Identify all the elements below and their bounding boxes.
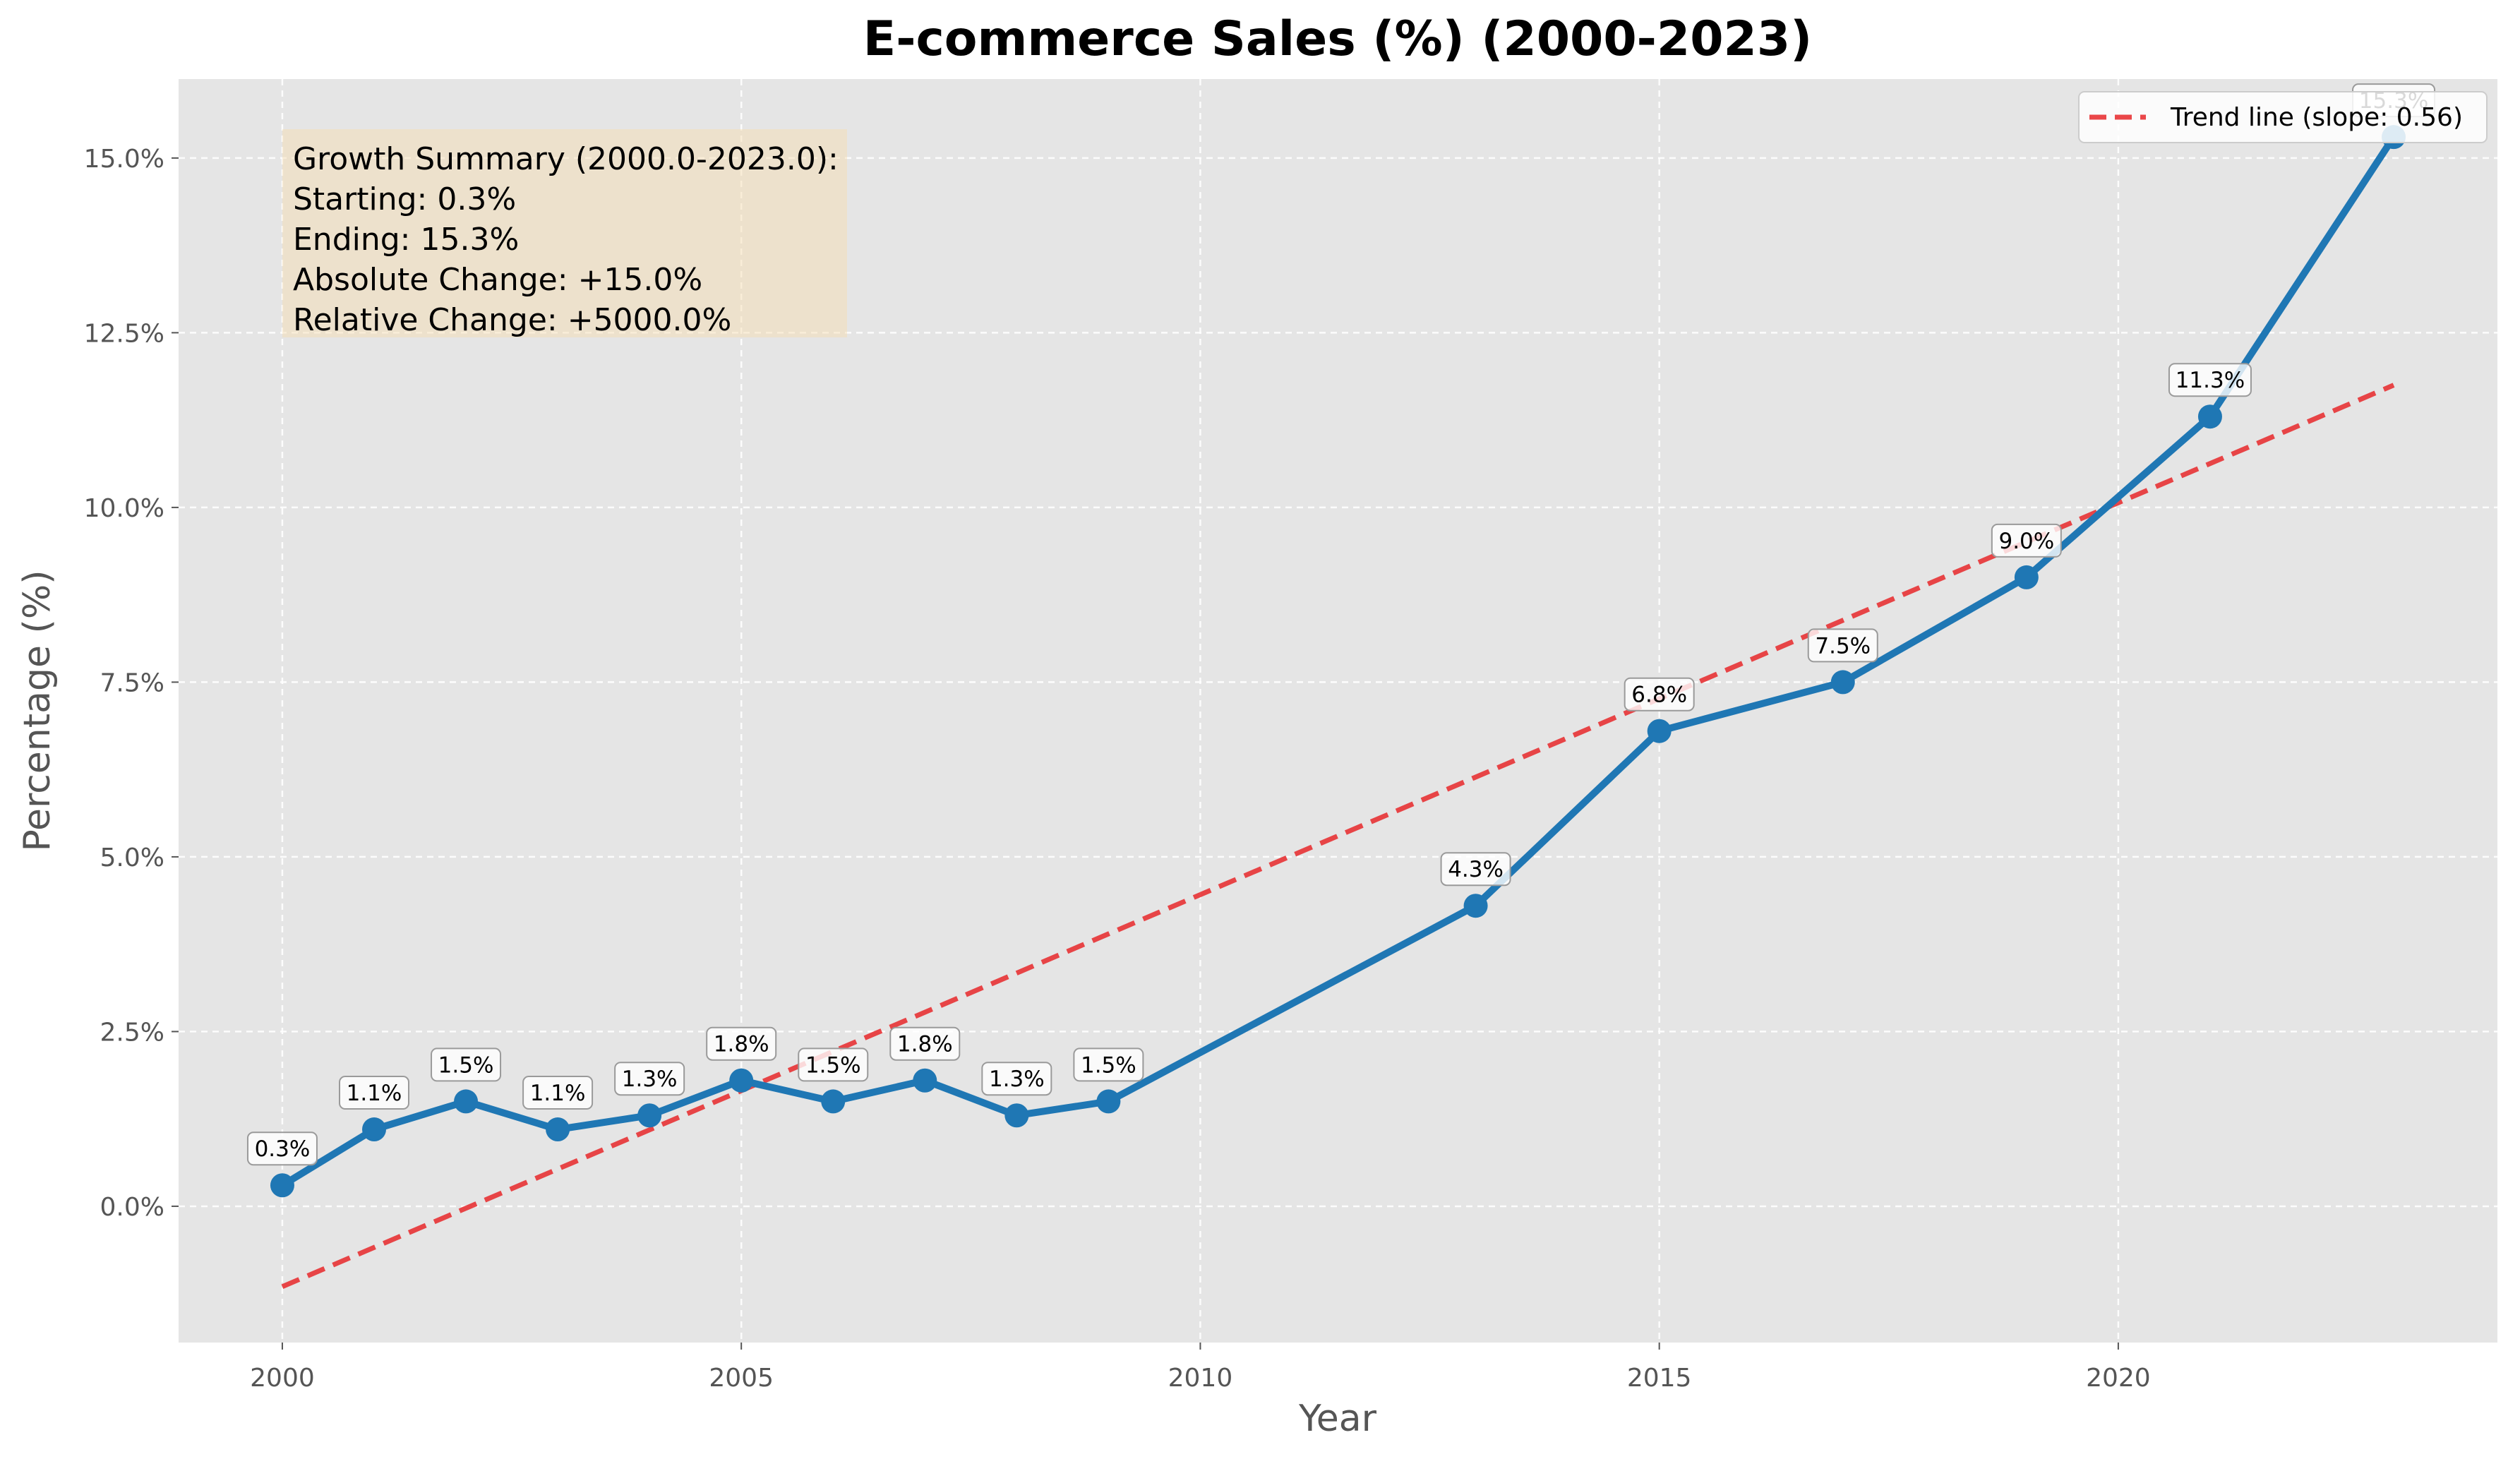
data-label-text: 1.8%	[897, 1032, 953, 1057]
data-label-box	[1073, 1047, 1144, 1082]
growth-summary-annotation: Growth Summary (2000.0-2023.0): Starting:…	[282, 129, 847, 338]
legend-box	[2078, 91, 2488, 143]
data-label: 0.3%	[246, 1131, 318, 1166]
annotation-line: Absolute Change: +15.0%	[293, 262, 702, 298]
data-label-box	[614, 1062, 685, 1096]
data-label-box	[1624, 677, 1695, 712]
data-point	[1004, 1103, 1029, 1128]
data-label: 11.3%	[2168, 363, 2252, 397]
annotation-line: Relative Change: +5000.0%	[293, 302, 731, 338]
data-label-text: 1.5%	[1081, 1052, 1136, 1078]
data-label-box	[981, 1062, 1052, 1096]
x-axis-label: Year	[1298, 1398, 1377, 1440]
data-label-box	[889, 1026, 961, 1061]
data-label-text: 6.8%	[1631, 683, 1687, 708]
data-point	[2197, 404, 2222, 429]
x-tick-label: 2020	[2086, 1364, 2151, 1393]
data-point	[270, 1173, 294, 1198]
data-label-box	[522, 1076, 594, 1110]
data-label-text: 1.1%	[530, 1081, 586, 1106]
data-point	[1463, 894, 1488, 918]
x-axis-ticks: 2000 2005 2010 2015 2020	[250, 1343, 2151, 1393]
data-label-text: 9.0%	[1998, 529, 2054, 554]
data-label-text: 1.8%	[714, 1032, 769, 1057]
data-label: 1.5%	[1073, 1047, 1144, 1082]
data-label: 1.8%	[889, 1026, 961, 1061]
data-label-box	[1991, 523, 2062, 558]
data-label: 1.3%	[614, 1062, 685, 1096]
data-label-text: 1.5%	[805, 1052, 861, 1078]
data-point	[546, 1117, 570, 1142]
data-label-box	[246, 1131, 318, 1166]
data-point	[821, 1089, 846, 1114]
chart-title: E-commerce Sales (%) (2000-2023)	[863, 11, 1812, 67]
data-label: 1.8%	[706, 1026, 777, 1061]
data-label: 1.1%	[522, 1076, 594, 1110]
data-point	[1830, 670, 1855, 695]
data-label: 1.5%	[798, 1047, 869, 1082]
data-label: 1.5%	[431, 1047, 502, 1082]
data-point	[362, 1117, 387, 1142]
y-tick-label: 2.5%	[100, 1018, 164, 1047]
x-tick-label: 2000	[250, 1364, 315, 1393]
annotation-line: Growth Summary (2000.0-2023.0):	[293, 141, 839, 177]
y-tick-label: 15.0%	[84, 145, 164, 174]
y-tick-label: 12.5%	[84, 319, 164, 348]
annotation-box	[282, 129, 847, 337]
y-tick-label: 5.0%	[100, 843, 164, 872]
data-point	[1647, 719, 1672, 743]
x-tick-label: 2005	[709, 1364, 774, 1393]
data-label: 1.3%	[981, 1062, 1052, 1096]
data-label-text: 1.5%	[438, 1052, 494, 1078]
series-layer: 0.3% 1.1% 1.5% 1.1% 1.3% 1.8% 1.5% 1.8% 1.3% 1.5%…	[246, 83, 2436, 1198]
x-tick-label: 2010	[1168, 1364, 1233, 1393]
data-label-box	[1440, 852, 1511, 887]
y-tick-label: 0.0%	[100, 1193, 164, 1222]
data-label-box	[706, 1026, 777, 1061]
data-point	[913, 1068, 937, 1093]
data-label-box	[431, 1047, 502, 1082]
data-point	[454, 1089, 479, 1114]
y-tick-label: 7.5%	[100, 668, 164, 697]
data-label-text: 0.3%	[255, 1136, 311, 1162]
y-axis-ticks: 0.0% 2.5% 5.0% 7.5% 10.0% 12.5% 15.0%	[84, 145, 179, 1222]
data-label-text: 7.5%	[1815, 633, 1871, 659]
series-line	[278, 133, 2398, 1189]
data-label-box	[798, 1047, 869, 1082]
legend: Trend line (slope: 0.56)	[2078, 91, 2488, 143]
annotation-line: Ending: 15.3%	[293, 222, 519, 258]
data-label-box	[2168, 363, 2252, 397]
data-label-text: 1.1%	[347, 1081, 402, 1106]
y-axis-label: Percentage (%)	[16, 570, 59, 851]
data-point	[729, 1068, 754, 1093]
data-point	[2014, 565, 2039, 589]
data-label-text: 1.3%	[622, 1067, 678, 1092]
data-point	[637, 1103, 662, 1128]
data-label-box	[339, 1076, 410, 1110]
data-label-box	[1807, 628, 1878, 663]
y-tick-label: 10.0%	[84, 494, 164, 523]
data-label-text: 1.3%	[989, 1067, 1045, 1092]
data-label-text: 11.3%	[2176, 368, 2245, 393]
data-label-text: 4.3%	[1448, 857, 1504, 882]
data-label: 7.5%	[1807, 628, 1878, 663]
x-tick-label: 2015	[1627, 1364, 1692, 1393]
data-label: 4.3%	[1440, 852, 1511, 887]
data-label: 6.8%	[1624, 677, 1695, 712]
annotation-line: Starting: 0.3%	[293, 181, 516, 217]
legend-trend-label: Trend line (slope: 0.56)	[2170, 103, 2463, 132]
data-label: 9.0%	[1991, 523, 2062, 558]
data-point	[1096, 1089, 1121, 1114]
data-label: 1.1%	[339, 1076, 410, 1110]
